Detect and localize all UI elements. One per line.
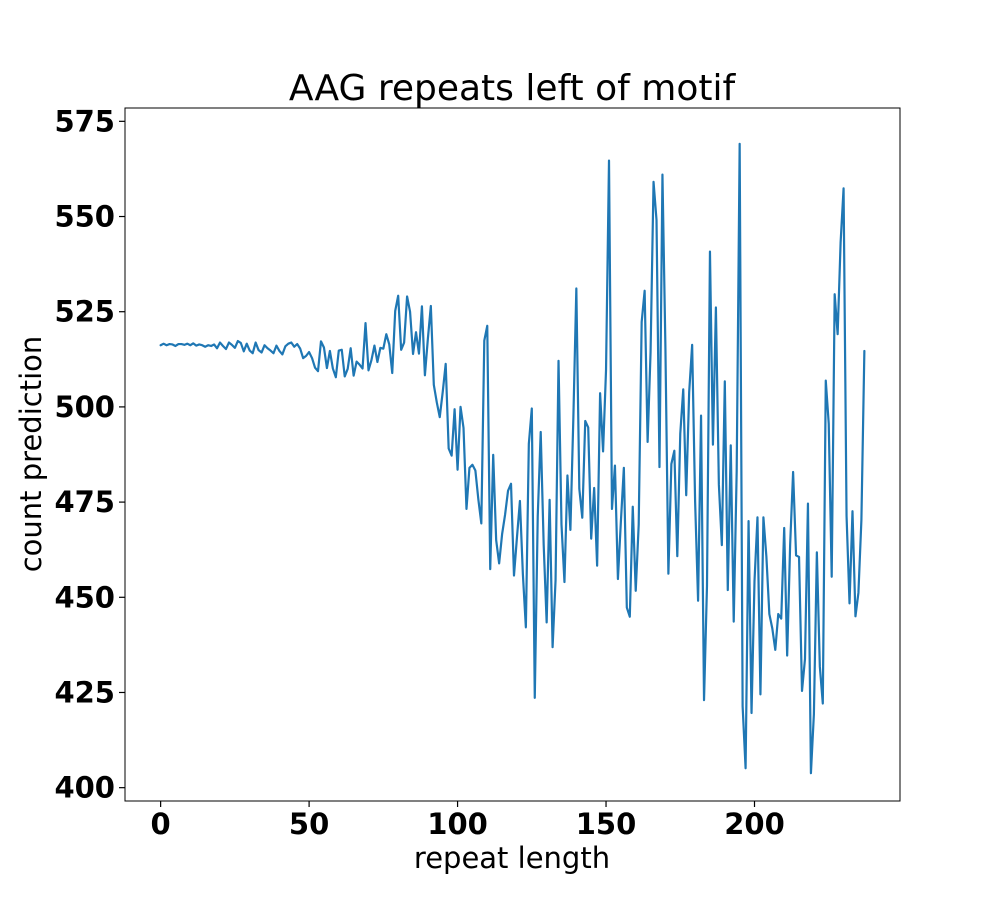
y-tick-label: 500 xyxy=(54,390,115,424)
series-line xyxy=(159,142,866,775)
x-axis: 0 50 100 150 200 xyxy=(151,801,785,841)
y-tick-label: 400 xyxy=(54,771,115,805)
y-tick-label: 475 xyxy=(54,485,115,519)
y-tick-label: 525 xyxy=(54,295,115,329)
x-tick-label: 50 xyxy=(289,807,329,841)
x-tick-label: 150 xyxy=(576,807,637,841)
y-tick-label: 575 xyxy=(54,104,115,138)
plot-frame xyxy=(124,107,901,802)
x-tick-label: 0 xyxy=(151,807,171,841)
x-axis-label: repeat length xyxy=(414,841,610,875)
y-axis: 400 425 450 475 500 525 550 575 xyxy=(54,104,125,805)
y-tick-label: 425 xyxy=(54,675,115,709)
y-tick-label: 450 xyxy=(54,580,115,614)
y-tick-label: 550 xyxy=(54,200,115,234)
x-tick-label: 100 xyxy=(427,807,488,841)
chart-title: AAG repeats left of motif xyxy=(289,68,737,109)
x-tick-label: 200 xyxy=(724,807,785,841)
y-axis-label: count prediction xyxy=(14,336,48,573)
